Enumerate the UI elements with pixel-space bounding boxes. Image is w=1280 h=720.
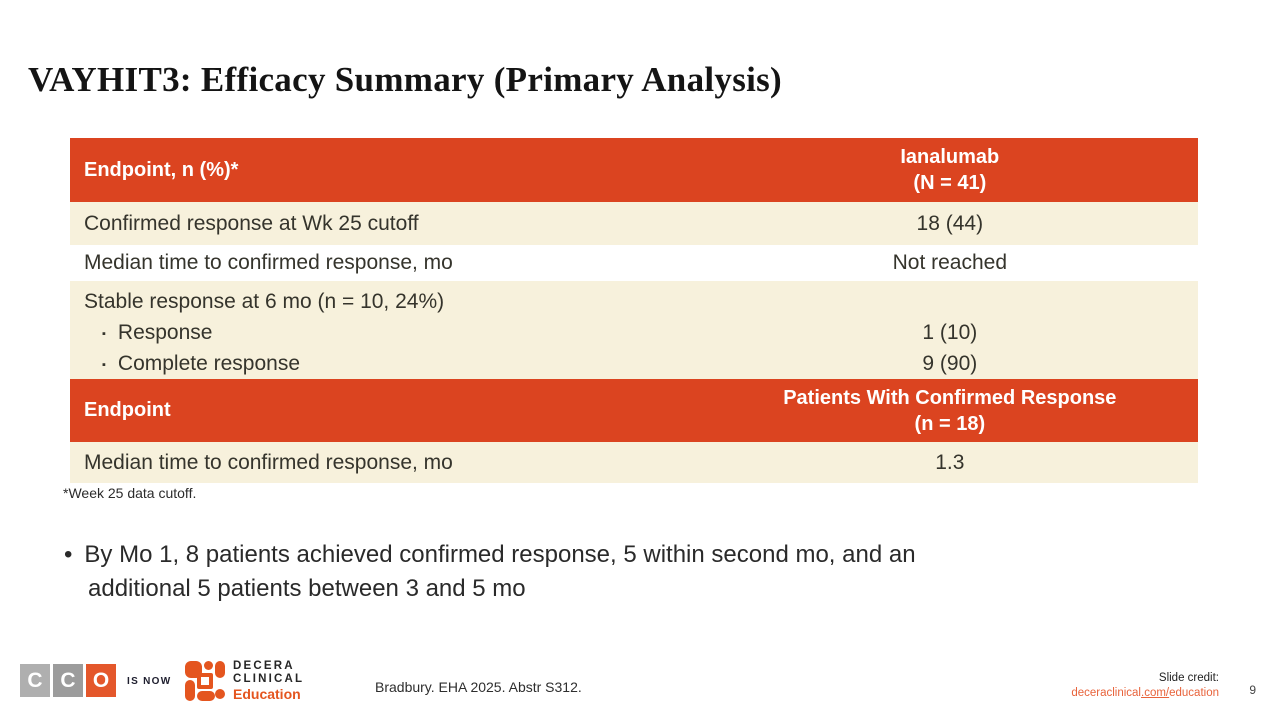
sub-row-label: ▪ Complete response: [70, 349, 702, 380]
sub-row-complete-response: ▪ Complete response 9 (90): [70, 349, 1198, 380]
header-arm-cell: Patients With Confirmed Response (n = 18…: [702, 385, 1198, 437]
slide-credit-link[interactable]: deceraclinical.com/education: [1071, 686, 1219, 701]
table-row-confirmed-response: Confirmed response at Wk 25 cutoff 18 (4…: [70, 202, 1198, 245]
table-row-median-time-2: Median time to confirmed response, mo 1.…: [70, 442, 1198, 483]
decera-word-line: CLINICAL: [233, 673, 305, 685]
bullet-line-1: • By Mo 1, 8 patients achieved confirmed …: [64, 538, 916, 572]
slide-credit-label: Slide credit:: [1158, 672, 1219, 684]
is-now-label: IS NOW: [127, 676, 172, 687]
row-value: 1.3: [935, 450, 965, 474]
sub-row-label-text: Response: [117, 321, 213, 344]
sub-row-label-text: Complete response: [117, 352, 301, 375]
decera-wordmark: DECERA CLINICAL Education: [233, 660, 304, 702]
bullet-text: By Mo 1, 8 patients achieved confirmed r…: [84, 541, 916, 568]
header-endpoint-label: Endpoint, n (%)*: [84, 158, 239, 181]
header-endpoint-label: Endpoint: [84, 399, 171, 421]
row-label: Median time to confirmed response, mo: [84, 251, 453, 274]
row-value: 18 (44): [916, 211, 984, 235]
page-number: 9: [1249, 683, 1256, 697]
credit-link-part[interactable]: .com/: [1141, 687, 1170, 699]
slide-title: VAYHIT3: Efficacy Summary (Primary Analy…: [28, 60, 783, 99]
decera-word-line: DECERA: [233, 660, 295, 672]
table-header-row-2: Endpoint Patients With Confirmed Respons…: [70, 379, 1198, 442]
decera-logo: DECERA CLINICAL Education: [185, 660, 304, 702]
square-bullet-icon: ▪: [102, 328, 106, 340]
arm-n: (n = 18): [914, 412, 986, 435]
row-label: Stable response at 6 mo (n = 10, 24%): [84, 290, 445, 313]
header-arm-cell: Ianalumab (N = 41): [702, 144, 1198, 196]
cco-logo-letter: O: [86, 664, 116, 697]
bullet-dot-icon: •: [64, 541, 73, 568]
square-bullet-icon: ▪: [102, 359, 106, 371]
slide-credit: Slide credit: deceraclinical.com/educati…: [1071, 671, 1219, 701]
credit-link-part[interactable]: education: [1169, 687, 1219, 699]
table-row-median-time: Median time to confirmed response, mo No…: [70, 245, 1198, 281]
arm-name: Ianalumab: [900, 146, 1000, 168]
credit-link-part[interactable]: deceraclinical: [1071, 687, 1141, 699]
row-value: Not reached: [892, 251, 1008, 274]
table-row-stable-response: Stable response at 6 mo (n = 10, 24%) ▪ R…: [70, 281, 1198, 379]
table-header-row-1: Endpoint, n (%)* Ianalumab (N = 41): [70, 138, 1198, 202]
decera-mark-icon: [185, 661, 225, 701]
citation: Bradbury. EHA 2025. Abstr S312.: [375, 679, 582, 695]
arm-name: Patients With Confirmed Response: [783, 386, 1117, 409]
cco-logo-letter: C: [20, 664, 50, 697]
arm-n: (N = 41): [913, 172, 987, 194]
sub-row-label: ▪ Response: [70, 318, 702, 349]
bullet-line-2: additional 5 patients between 3 and 5 mo: [88, 572, 916, 606]
efficacy-table: Endpoint, n (%)* Ianalumab (N = 41) Conf…: [70, 138, 1198, 483]
cco-logo: C C O: [20, 664, 116, 697]
sub-row-value: 1 (10): [922, 321, 978, 344]
cco-logo-letter: C: [53, 664, 83, 697]
row-label: Median time to confirmed response, mo: [84, 450, 453, 474]
sub-row-response: ▪ Response 1 (10): [70, 318, 1198, 349]
table-footnote: *Week 25 data cutoff.: [63, 485, 197, 501]
sub-row-value: 9 (90): [922, 352, 978, 375]
row-label: Confirmed response at Wk 25 cutoff: [84, 211, 419, 235]
bullet-text: additional 5 patients between 3 and 5 mo: [88, 575, 526, 602]
decera-education-label: Education: [233, 686, 301, 702]
key-point-bullet: • By Mo 1, 8 patients achieved confirmed …: [64, 538, 916, 606]
